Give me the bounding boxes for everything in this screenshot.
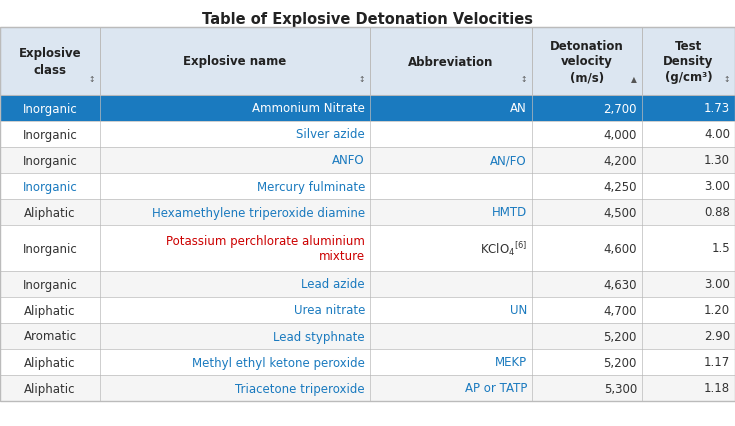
Text: Test
Density
(g/cm³): Test Density (g/cm³) — [663, 40, 714, 84]
Text: 3.00: 3.00 — [704, 278, 730, 291]
Bar — [0, 199, 735, 225]
Bar — [0, 323, 735, 349]
Text: Detonation
velocity
(m/s): Detonation velocity (m/s) — [550, 40, 624, 84]
Text: 3.00: 3.00 — [704, 180, 730, 193]
Text: AN: AN — [510, 102, 527, 115]
Text: 2.90: 2.90 — [704, 330, 730, 343]
Text: 1.20: 1.20 — [704, 304, 730, 317]
Bar — [0, 349, 735, 375]
Bar — [370, 96, 532, 122]
Text: 5,300: 5,300 — [603, 382, 637, 394]
Text: Aliphatic: Aliphatic — [24, 356, 76, 368]
Text: 5,200: 5,200 — [603, 356, 637, 368]
Text: 4,500: 4,500 — [603, 206, 637, 219]
Text: Lead styphnate: Lead styphnate — [273, 330, 365, 343]
Text: Inorganic: Inorganic — [23, 242, 77, 255]
Text: Triacetone triperoxide: Triacetone triperoxide — [235, 382, 365, 394]
Text: AP or TATP: AP or TATP — [465, 382, 527, 394]
Text: Inorganic: Inorganic — [23, 278, 77, 291]
Text: 0.88: 0.88 — [704, 206, 730, 219]
Bar — [0, 375, 735, 401]
Text: Explosive
class: Explosive class — [18, 47, 82, 76]
Text: Explosive name: Explosive name — [183, 55, 287, 68]
Text: 4.00: 4.00 — [704, 128, 730, 141]
Text: HMTD: HMTD — [492, 206, 527, 219]
Text: ▲: ▲ — [631, 75, 637, 84]
Text: Lead azide: Lead azide — [301, 278, 365, 291]
Text: Aromatic: Aromatic — [24, 330, 76, 343]
Text: ↕: ↕ — [359, 75, 365, 84]
Bar — [0, 271, 735, 297]
Text: 4,600: 4,600 — [603, 242, 637, 255]
Text: Potassium perchlorate aluminium
mixture: Potassium perchlorate aluminium mixture — [166, 234, 365, 262]
Text: 1.5: 1.5 — [711, 242, 730, 255]
Text: Silver azide: Silver azide — [296, 128, 365, 141]
Text: Aliphatic: Aliphatic — [24, 206, 76, 219]
Text: UN: UN — [510, 304, 527, 317]
Text: Urea nitrate: Urea nitrate — [293, 304, 365, 317]
Text: ↕: ↕ — [520, 75, 527, 84]
Text: Inorganic: Inorganic — [23, 102, 77, 115]
Bar — [0, 28, 735, 96]
Text: Inorganic: Inorganic — [23, 154, 77, 167]
Bar — [0, 96, 735, 122]
Bar — [0, 297, 735, 323]
Text: 1.30: 1.30 — [704, 154, 730, 167]
Text: Hexamethylene triperoxide diamine: Hexamethylene triperoxide diamine — [152, 206, 365, 219]
Text: KClO$_4$$^{[6]}$: KClO$_4$$^{[6]}$ — [480, 239, 527, 257]
Text: ↕: ↕ — [89, 75, 95, 84]
Bar — [0, 148, 735, 173]
Text: Ammonium Nitrate: Ammonium Nitrate — [252, 102, 365, 115]
Text: Aliphatic: Aliphatic — [24, 304, 76, 317]
Text: 2,700: 2,700 — [603, 102, 637, 115]
Text: Inorganic: Inorganic — [23, 128, 77, 141]
Bar — [532, 96, 642, 122]
Text: Inorganic: Inorganic — [23, 180, 77, 193]
Bar — [0, 28, 735, 401]
Text: ANFO: ANFO — [332, 154, 365, 167]
Bar — [0, 173, 735, 199]
Bar — [100, 96, 370, 122]
Bar — [0, 225, 735, 271]
Text: 4,200: 4,200 — [603, 154, 637, 167]
Bar — [642, 96, 735, 122]
Text: 5,200: 5,200 — [603, 330, 637, 343]
Text: ↕: ↕ — [724, 75, 730, 84]
Text: Aliphatic: Aliphatic — [24, 382, 76, 394]
Text: MEKP: MEKP — [495, 356, 527, 368]
Text: Table of Explosive Detonation Velocities: Table of Explosive Detonation Velocities — [202, 12, 533, 27]
Text: Methyl ethyl ketone peroxide: Methyl ethyl ketone peroxide — [192, 356, 365, 368]
Text: Mercury fulminate: Mercury fulminate — [257, 180, 365, 193]
Text: Abbreviation: Abbreviation — [409, 55, 494, 68]
Text: 1.18: 1.18 — [704, 382, 730, 394]
Bar — [0, 122, 735, 148]
Text: 4,700: 4,700 — [603, 304, 637, 317]
Text: 4,630: 4,630 — [603, 278, 637, 291]
Text: 1.73: 1.73 — [704, 102, 730, 115]
Bar — [0, 96, 100, 122]
Text: 4,000: 4,000 — [603, 128, 637, 141]
Text: 1.17: 1.17 — [703, 356, 730, 368]
Text: AN/FO: AN/FO — [490, 154, 527, 167]
Text: 4,250: 4,250 — [603, 180, 637, 193]
